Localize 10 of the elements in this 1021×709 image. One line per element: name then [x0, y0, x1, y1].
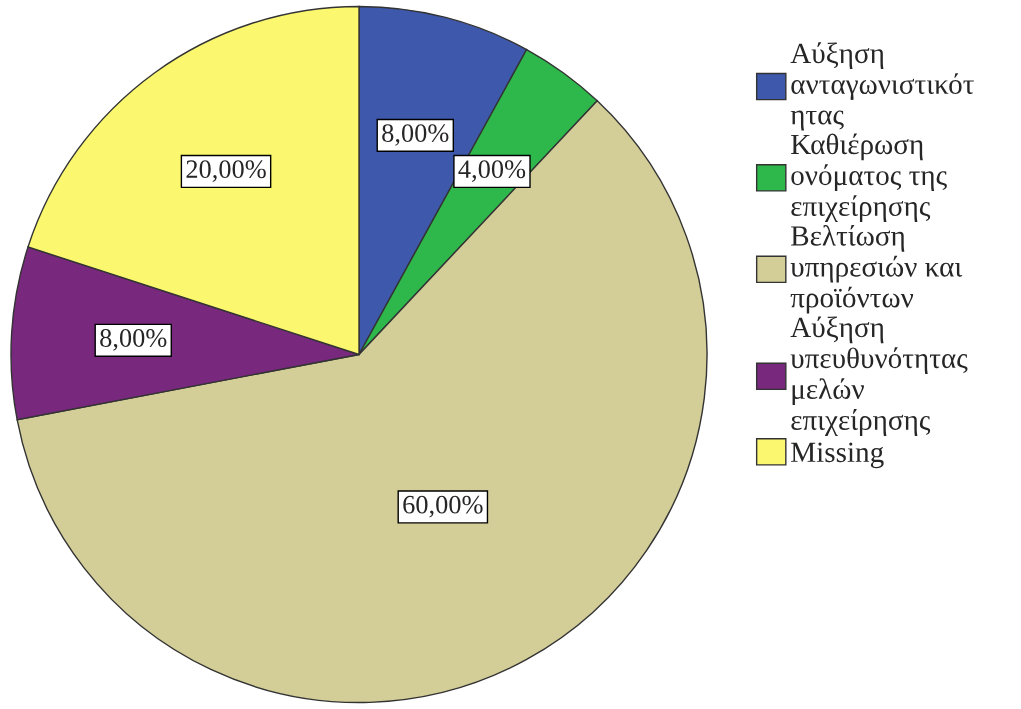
legend-label: Αύξηση υπευθυνότητας μελών επιχείρησης — [790, 316, 968, 436]
data-label: 20,00% — [186, 160, 266, 182]
data-label: 8,00% — [382, 124, 449, 146]
data-label: 4,00% — [458, 160, 526, 182]
data-label: 8,00% — [100, 329, 167, 351]
legend-label: Καθιέρωση ονόματος της επιχείρησης — [791, 133, 947, 223]
legend-label: Missing — [791, 442, 884, 469]
legend-label: Αύξηση ανταγωνιστικότ ητας — [790, 42, 974, 131]
data-label: 60,00% — [403, 495, 483, 518]
legend-label: Βελτίωση υπηρεσιών και προϊόντων — [790, 224, 963, 314]
